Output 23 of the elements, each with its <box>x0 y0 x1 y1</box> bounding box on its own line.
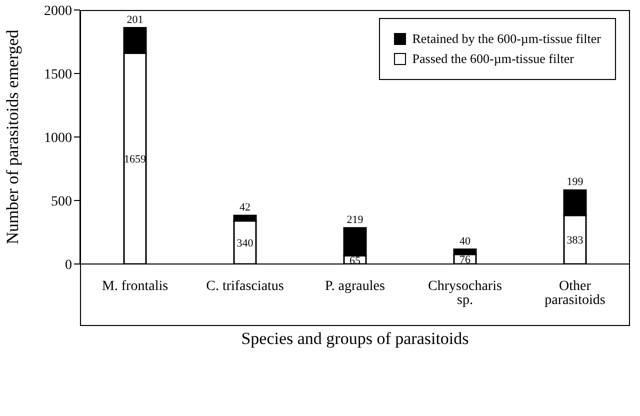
legend-label: Passed the 600-µm-tissue filter <box>412 51 574 67</box>
data-label: 199 <box>566 176 584 188</box>
x-tick-label: Other parasitoids <box>544 278 606 308</box>
data-label: 1659 <box>124 154 146 166</box>
data-label: 383 <box>566 234 584 247</box>
x-tick-label: M. frontalis <box>102 278 168 294</box>
y-tick-label: 2000 <box>44 4 72 19</box>
x-tick-label: C. trifasciatus <box>206 278 284 294</box>
data-label: 40 <box>460 235 471 248</box>
x-tick-label: P. agraules <box>325 278 385 294</box>
y-tick-label: 1500 <box>44 67 72 82</box>
y-tick-label: 0 <box>65 258 72 273</box>
x-axis-title: Species and groups of parasitoids <box>241 329 469 348</box>
x-tick-label: Chrysocharis sp. <box>428 278 502 308</box>
legend-label: Retained by the 600-µm-tissue filter <box>412 31 601 47</box>
y-tick-label: 1000 <box>44 130 72 146</box>
data-label: 340 <box>236 237 254 250</box>
data-label: 42 <box>240 201 250 214</box>
data-label: 219 <box>346 214 364 226</box>
data-label: 76 <box>460 254 471 266</box>
data-label: 201 <box>126 14 144 26</box>
y-tick-label: 500 <box>51 194 72 210</box>
y-axis-title: Number of parasitoids emerged <box>3 29 22 244</box>
